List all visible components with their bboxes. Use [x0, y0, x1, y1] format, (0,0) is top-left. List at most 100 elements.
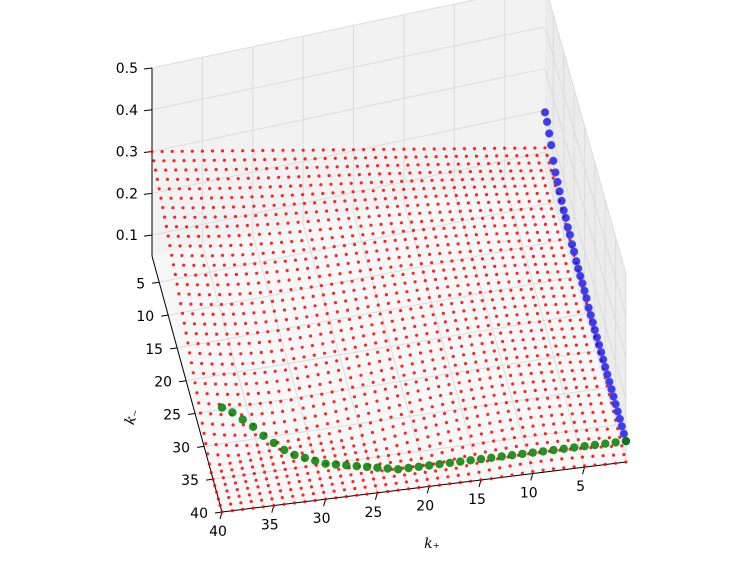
surface-point [277, 175, 281, 179]
green-point [559, 444, 568, 453]
y-tick-label: 25 [163, 408, 181, 424]
surface-point [204, 332, 209, 336]
surface-point [367, 411, 371, 415]
surface-point [249, 499, 253, 504]
surface-point [460, 344, 464, 348]
surface-point [556, 439, 560, 443]
surface-point [566, 438, 570, 443]
surface-point [393, 196, 398, 200]
surface-point [257, 281, 261, 285]
surface-point [249, 242, 253, 247]
surface-point [352, 395, 357, 399]
surface-point [345, 208, 349, 212]
surface-point [282, 308, 287, 312]
surface-point [302, 355, 306, 359]
surface-point [363, 198, 367, 202]
surface-point [505, 192, 509, 196]
surface-point [381, 378, 385, 382]
surface-point [446, 475, 450, 479]
surface-point [514, 444, 519, 449]
surface-point [244, 480, 248, 484]
surface-point [321, 148, 325, 152]
surface-point [311, 148, 315, 152]
surface-point [537, 199, 541, 203]
surface-point [309, 285, 313, 289]
surface-point [410, 179, 414, 183]
blue-point [613, 407, 622, 416]
surface-point [209, 196, 214, 200]
surface-point [349, 376, 353, 380]
surface-point [219, 302, 224, 307]
surface-point [262, 204, 266, 208]
surface-point [464, 233, 468, 237]
surface-point [309, 485, 314, 489]
surface-point [207, 293, 212, 297]
surface-point [200, 149, 204, 153]
surface-point [268, 490, 272, 494]
surface-point [397, 403, 402, 407]
surface-point [360, 325, 364, 329]
surface-point [448, 170, 452, 174]
surface-point [205, 225, 209, 229]
surface-point [282, 203, 286, 207]
surface-point [591, 410, 595, 415]
surface-point [452, 310, 456, 314]
surface-point [545, 440, 550, 445]
surface-point [304, 210, 308, 215]
surface-point [550, 327, 554, 332]
z-tick-label: 0.4 [116, 103, 138, 119]
surface-point [200, 421, 204, 425]
surface-point [325, 422, 330, 426]
surface-point [505, 272, 509, 276]
surface-point [324, 412, 328, 416]
surface-point [442, 186, 446, 190]
surface-point [489, 477, 493, 481]
surface-point [469, 434, 473, 438]
surface-point [531, 470, 535, 474]
surface-point [243, 158, 247, 162]
surface-point [340, 235, 345, 239]
surface-point [179, 302, 183, 306]
surface-point [320, 237, 324, 241]
surface-point [552, 214, 556, 219]
surface-point [349, 327, 353, 331]
y-tick-label: 20 [154, 375, 172, 391]
surface-point [519, 417, 523, 421]
surface-point [574, 343, 579, 347]
surface-point [232, 372, 236, 376]
surface-point [495, 272, 499, 277]
surface-point [440, 451, 444, 455]
surface-point [515, 192, 519, 196]
surface-point [275, 475, 279, 480]
grid-line [186, 313, 585, 382]
surface-point [501, 177, 505, 181]
surface-point [548, 361, 552, 366]
surface-point [358, 424, 362, 428]
surface-point [245, 443, 249, 448]
surface-point [466, 326, 470, 330]
grid-line [201, 245, 275, 506]
surface-point [601, 410, 605, 414]
surface-point [404, 155, 408, 159]
surface-point [368, 421, 373, 425]
z-tick-label: 0.5 [116, 61, 138, 77]
surface-point [377, 258, 381, 262]
surface-point [583, 376, 587, 381]
surface-point [365, 352, 369, 356]
surface-point [484, 315, 488, 319]
surface-point [219, 412, 223, 417]
surface-point [397, 452, 401, 456]
surface-point [166, 234, 170, 238]
surface-point [470, 257, 474, 262]
surface-point [170, 253, 174, 257]
surface-point [458, 209, 462, 213]
surface-point [313, 304, 317, 308]
surface-point [375, 399, 379, 403]
surface-point [341, 338, 345, 342]
surface-point [424, 155, 428, 159]
surface-point [282, 420, 287, 424]
surface-point [548, 238, 552, 242]
surface-point [529, 287, 533, 291]
surface-point [417, 297, 421, 301]
surface-point [316, 470, 320, 474]
